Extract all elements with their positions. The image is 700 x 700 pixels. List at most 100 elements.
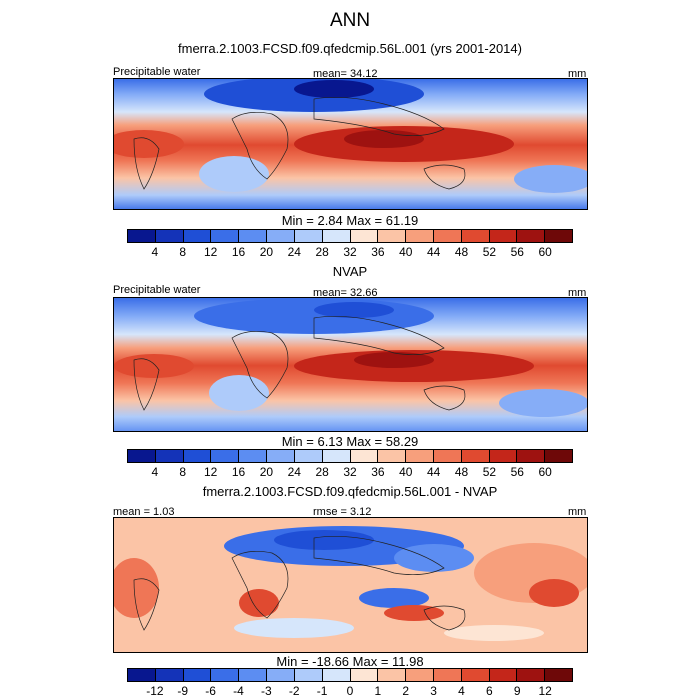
colorbar-tick-label: -6 [205,684,216,698]
colorbar-tick-label: -1 [316,684,328,698]
colorbar-tick-label: 16 [231,465,246,479]
colorbar-swatch [155,230,184,242]
colorbar-tick-label: -12 [146,684,164,698]
colorbar-swatch [406,669,434,681]
colorbar-swatch [211,450,240,462]
colorbar-tick-label: 60 [538,465,552,479]
colorbar-tick-label: 36 [371,465,385,479]
panel-2-left-label: Precipitable water [113,284,201,296]
colorbar-tick-label: 4 [151,245,159,259]
colorbar-swatch [406,450,434,462]
main-title: ANN [329,10,371,31]
panel-1-left-label: Precipitable water [113,66,201,78]
colorbar-tick-label: 12 [203,245,218,259]
panel-3-title: fmerra.2.1003.FCSD.f09.qfedcmip.56L.001 … [202,484,498,499]
colorbar-swatch [489,669,518,681]
colorbar-swatch [239,450,268,462]
colorbar-tick-label: -4 [233,684,244,698]
colorbar-swatch [350,669,379,681]
colorbar-swatch [378,669,407,681]
colorbar-swatch [322,669,351,681]
colorbar-tick-label: 48 [454,245,469,259]
colorbar-tick-label: 48 [454,465,469,479]
colorbar-tick-label: 24 [287,245,301,259]
colorbar-tick-label: 0 [346,684,354,698]
colorbar-swatch [239,669,268,681]
panel-1-title: fmerra.2.1003.FCSD.f09.qfedcmip.56L.001 … [178,41,522,56]
panel-3-minmax: Min = -18.66 Max = 11.98 [276,654,424,669]
colorbar-swatch [294,450,323,462]
colorbar-swatch [267,450,295,462]
colorbar-tick-label: 28 [315,245,329,259]
panel-2-minmax: Min = 6.13 Max = 58.29 [281,434,419,449]
colorbar-swatch [406,230,434,242]
colorbar-swatch [545,230,572,242]
colorbar-tick-label: 52 [482,465,497,479]
colorbar-swatch [211,669,240,681]
colorbar-tick-label: -2 [288,684,300,698]
colorbar-tick-label: 12 [538,684,552,698]
colorbar-tick-label: 4 [151,465,159,479]
panel-1-minmax: Min = 2.84 Max = 61.19 [281,213,419,228]
colorbar-tick-label: 32 [343,465,357,479]
colorbar-tick-label: 6 [486,684,493,698]
colorbar-swatch [128,669,156,681]
colorbar-swatch [155,450,184,462]
panel-1-center-label: mean= 34.12 [313,68,378,80]
colorbar-swatch [294,669,323,681]
colorbar-tick-label: 8 [179,465,187,479]
colorbar-swatch [183,230,212,242]
colorbar-tick-label: -9 [177,684,189,698]
colorbar-swatch [267,230,295,242]
colorbar-tick-label: 24 [287,465,301,479]
panel-1-right-label: mm [568,68,587,80]
colorbar-swatch [489,230,518,242]
colorbar-tick-label: 44 [426,245,441,259]
colorbar-tick-label: 9 [513,684,521,698]
colorbar-tick-label: 16 [231,245,246,259]
colorbar-swatch [378,230,407,242]
colorbar-swatch [461,669,490,681]
colorbar-swatch [350,450,379,462]
panel-3-colorbar [127,668,573,682]
panel-2-center-label: mean= 32.66 [313,287,378,299]
colorbar-tick-label: 20 [259,465,274,479]
colorbar-swatch [517,669,546,681]
colorbar-swatch [433,450,462,462]
colorbar-swatch [211,230,240,242]
colorbar-swatch [267,669,295,681]
colorbar-swatch [378,450,407,462]
colorbar-swatch [183,450,212,462]
colorbar-tick-label: 3 [430,684,437,698]
panel-2-title: NVAP [332,264,368,279]
colorbar-tick-label: 1 [374,684,382,698]
colorbar-swatch [294,230,323,242]
colorbar-tick-label: 20 [259,245,274,259]
panel-1-colorbar [127,229,573,243]
colorbar-swatch [322,230,351,242]
colorbar-swatch [489,450,518,462]
colorbar-swatch [322,450,351,462]
panel-2-right-label: mm [568,287,587,299]
colorbar-swatch [517,450,546,462]
colorbar-tick-label: 40 [399,245,413,259]
colorbar-tick-label: 8 [179,245,187,259]
panel-3-left-label: mean = 1.03 [113,506,175,518]
colorbar-swatch [433,230,462,242]
colorbar-tick-label: 44 [426,465,441,479]
panel-3-right-label: mm [568,506,587,518]
colorbar-tick-label: 56 [510,245,524,259]
colorbar-swatch [155,669,184,681]
colorbar-swatch [128,230,156,242]
colorbar-tick-label: 52 [482,245,497,259]
colorbar-swatch [461,450,490,462]
colorbar-swatch [350,230,379,242]
colorbar-tick-label: 4 [458,684,465,698]
colorbar-swatch [239,230,268,242]
colorbar-tick-label: 28 [315,465,329,479]
colorbar-tick-label: 56 [510,465,524,479]
colorbar-tick-label: 2 [402,684,410,698]
panel-2-map [113,297,588,432]
colorbar-tick-label: 32 [343,245,357,259]
colorbar-swatch [517,230,546,242]
